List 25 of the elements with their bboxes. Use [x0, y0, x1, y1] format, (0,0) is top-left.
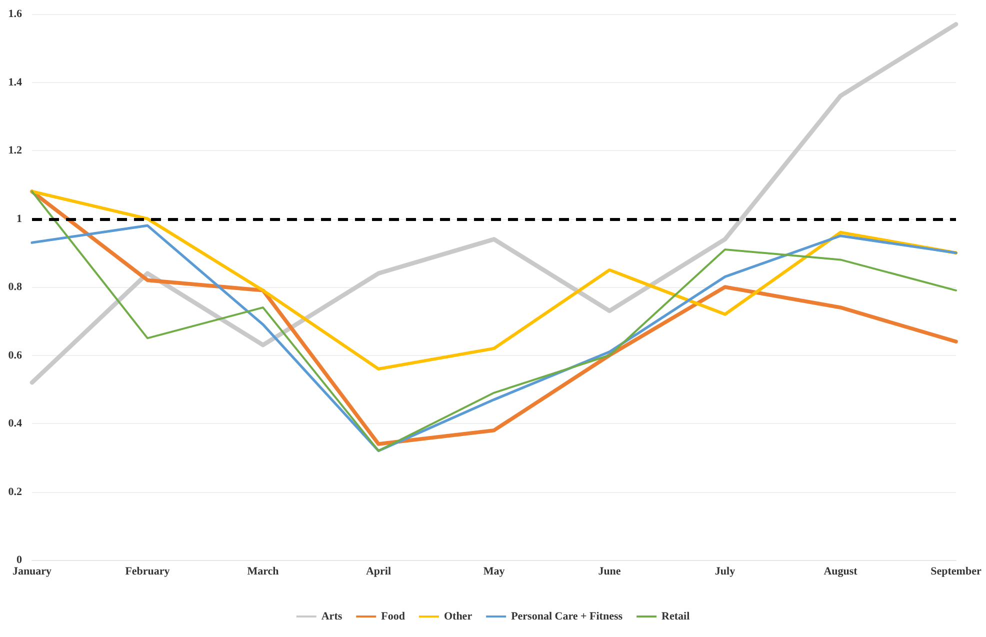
y-tick-label: 0.8 — [8, 281, 22, 293]
x-tick-label: March — [247, 566, 279, 578]
legend-label: Food — [381, 610, 405, 622]
y-tick-label: 0 — [16, 554, 22, 566]
x-tick-label: April — [366, 566, 392, 578]
x-tick-label: July — [714, 566, 736, 578]
x-tick-label: February — [125, 566, 170, 578]
line-series — [30, 22, 958, 385]
x-tick-label: September — [930, 566, 982, 578]
y-tick-label: 1.4 — [8, 76, 22, 88]
x-tick-label: January — [12, 566, 52, 578]
legend-label: Personal Care + Fitness — [511, 610, 624, 622]
line-series — [30, 190, 958, 370]
x-tick-label: June — [598, 566, 621, 578]
y-tick-label: 1 — [16, 212, 22, 225]
y-tick-label: 1.2 — [8, 144, 22, 156]
y-tick-label: 0.6 — [8, 349, 22, 362]
x-tick-label: August — [824, 566, 858, 578]
legend-label: Arts — [321, 610, 343, 622]
legend-label: Other — [444, 610, 472, 622]
y-tick-label: 1.6 — [8, 8, 22, 20]
x-tick-label: May — [483, 566, 506, 578]
y-tick-label: 0.4 — [8, 418, 22, 430]
legend-label: Retail — [662, 610, 690, 622]
y-tick-label: 0.2 — [8, 486, 22, 498]
